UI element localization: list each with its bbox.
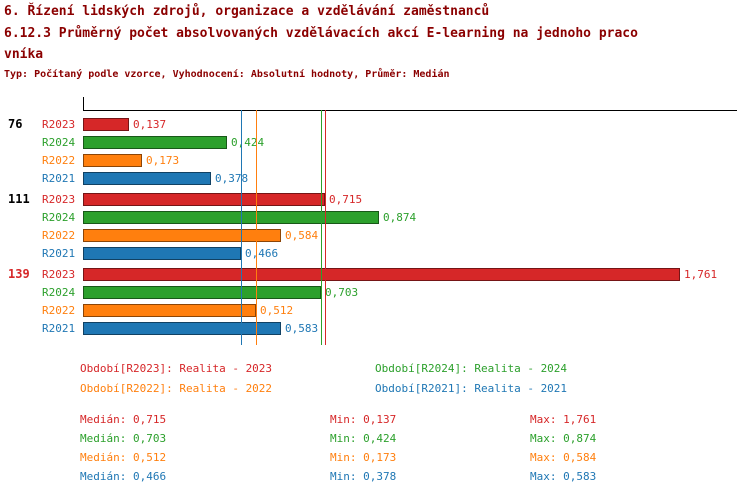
bar-value-label: 0,466 (245, 247, 279, 260)
legend-item-r2023: Období[R2023]: Realita - 2023 (80, 362, 273, 375)
stat-min: Min: 0,424 (330, 432, 397, 445)
legend-item-r2022: Období[R2022]: Realita - 2022 (80, 382, 273, 395)
group-label: 76 (8, 117, 23, 131)
legend-item-r2024: Období[R2024]: Realita - 2024 (375, 362, 568, 375)
group-label: 111 (8, 192, 30, 206)
bar-value-label: 0,378 (215, 172, 249, 185)
stat-min: Min: 0,137 (330, 413, 397, 426)
bar-r2021 (83, 172, 211, 185)
bar-value-label: 0,584 (285, 229, 319, 242)
series-label-r2024: R2024 (42, 136, 76, 149)
bar-value-label: 0,583 (285, 322, 319, 335)
stat-median: Medián: 0,466 (80, 470, 167, 483)
legend-item-r2021: Období[R2021]: Realita - 2021 (375, 382, 568, 395)
chart-meta-line: Typ: Počítaný podle vzorce, Vyhodnocení:… (4, 69, 450, 80)
bar-r2022 (83, 304, 256, 317)
bar-value-label: 0,137 (133, 118, 167, 131)
stat-median: Medián: 0,512 (80, 451, 167, 464)
series-label-r2024: R2024 (42, 286, 76, 299)
stat-max: Max: 1,761 (530, 413, 597, 426)
bar-chart-plot: 76 R2023 0,137 R2024 0,424 R2022 0,173 R2021 0,3… (0, 97, 750, 355)
series-label-r2023: R2023 (42, 118, 76, 131)
bar-value-label: 0,874 (383, 211, 417, 224)
stats-row-r2024: Medián: 0,703 Min: 0,424 Max: 0,874 (80, 432, 596, 451)
bar-r2022 (83, 154, 142, 167)
median-line-r2024 (321, 110, 322, 345)
chart-subtitle-line1: 6.12.3 Průměrný počet absolvovaných vzdě… (4, 26, 638, 41)
bar-r2024 (83, 211, 379, 224)
bar-r2024 (83, 286, 321, 299)
stat-min: Min: 0,378 (330, 470, 397, 483)
stats-table: Medián: 0,715 Min: 0,137 Max: 1,761 Medi… (80, 413, 596, 489)
bar-r2021 (83, 247, 241, 260)
median-line-r2022 (256, 110, 257, 345)
bar-r2023 (83, 118, 129, 131)
series-label-r2024: R2024 (42, 211, 76, 224)
axis-tick (83, 97, 84, 110)
bar-r2023 (83, 193, 325, 206)
bar-value-label: 0,173 (146, 154, 180, 167)
series-label-r2023: R2023 (42, 268, 76, 281)
chart-subtitle-line2: vníka (4, 47, 44, 62)
series-label-r2021: R2021 (42, 322, 76, 335)
stats-row-r2021: Medián: 0,466 Min: 0,378 Max: 0,583 (80, 470, 596, 489)
bar-r2024 (83, 136, 227, 149)
legend: Období[R2023]: Realita - 2023 Období[R20… (80, 362, 567, 395)
series-label-r2022: R2022 (42, 154, 76, 167)
series-label-r2022: R2022 (42, 229, 76, 242)
stat-median: Medián: 0,715 (80, 413, 167, 426)
bar-value-label: 0,512 (260, 304, 294, 317)
bar-r2022 (83, 229, 281, 242)
chart-title: 6. Řízení lidských zdrojů, organizace a … (4, 4, 490, 19)
stat-max: Max: 0,874 (530, 432, 597, 445)
stat-median: Medián: 0,703 (80, 432, 167, 445)
bar-r2021 (83, 322, 281, 335)
bar-value-label: 0,715 (329, 193, 363, 206)
series-label-r2021: R2021 (42, 247, 76, 260)
bar-r2023 (83, 268, 680, 281)
group-label: 139 (8, 267, 30, 281)
bar-value-label: 0,424 (231, 136, 265, 149)
axis-line (83, 110, 737, 111)
bar-value-label: 0,703 (325, 286, 359, 299)
stat-min: Min: 0,173 (330, 451, 397, 464)
series-label-r2021: R2021 (42, 172, 76, 185)
bar-value-label: 1,761 (684, 268, 718, 281)
series-label-r2022: R2022 (42, 304, 76, 317)
stat-max: Max: 0,584 (530, 451, 597, 464)
stat-max: Max: 0,583 (530, 470, 597, 483)
median-line-r2021 (241, 110, 242, 345)
series-label-r2023: R2023 (42, 193, 76, 206)
median-line-r2023 (325, 110, 326, 345)
stats-row-r2022: Medián: 0,512 Min: 0,173 Max: 0,584 (80, 451, 596, 470)
stats-row-r2023: Medián: 0,715 Min: 0,137 Max: 1,761 (80, 413, 596, 432)
